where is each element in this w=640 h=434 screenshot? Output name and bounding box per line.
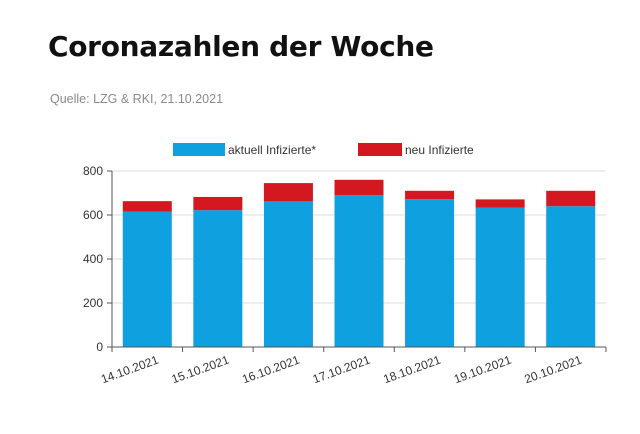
bar-segment-active: [405, 199, 455, 347]
page-title: Coronazahlen der Woche: [48, 30, 434, 63]
bar-segment-active: [193, 210, 243, 347]
x-tick-label: 20.10.2021: [523, 353, 585, 387]
x-tick-label: 19.10.2021: [452, 353, 514, 387]
x-tick-label: 16.10.2021: [240, 353, 302, 387]
bar-segment-new: [263, 183, 313, 202]
bar-segment-new: [546, 190, 596, 207]
y-tick-label: 400: [83, 252, 103, 266]
legend-label-new: neu Infizierte: [405, 143, 474, 157]
x-tick-label: 14.10.2021: [99, 353, 161, 387]
source-caption: Quelle: LZG & RKI, 21.10.2021: [50, 92, 224, 106]
bar-segment-active: [122, 211, 172, 347]
bar-segment-new: [193, 196, 243, 211]
legend-swatch-new: [358, 143, 402, 156]
bar-segment-active: [546, 206, 596, 347]
bar-segment-new: [122, 201, 172, 212]
x-tick-label: 15.10.2021: [170, 353, 232, 387]
legend-label-active: aktuell Infizierte*: [228, 143, 316, 157]
bar-segment-active: [263, 201, 313, 347]
bar-segment-active: [334, 195, 384, 347]
bar-segment-new: [405, 190, 455, 200]
bar-segment-new: [334, 179, 384, 196]
bar-segment-new: [475, 199, 525, 208]
y-tick-label: 200: [83, 296, 103, 310]
bar-segment-active: [475, 207, 525, 347]
x-tick-label: 17.10.2021: [311, 353, 373, 387]
legend-swatch-active: [173, 143, 225, 156]
y-tick-label: 600: [83, 208, 103, 222]
y-tick-label: 800: [83, 164, 103, 178]
x-tick-label: 18.10.2021: [381, 353, 443, 387]
y-tick-label: 0: [96, 340, 103, 354]
